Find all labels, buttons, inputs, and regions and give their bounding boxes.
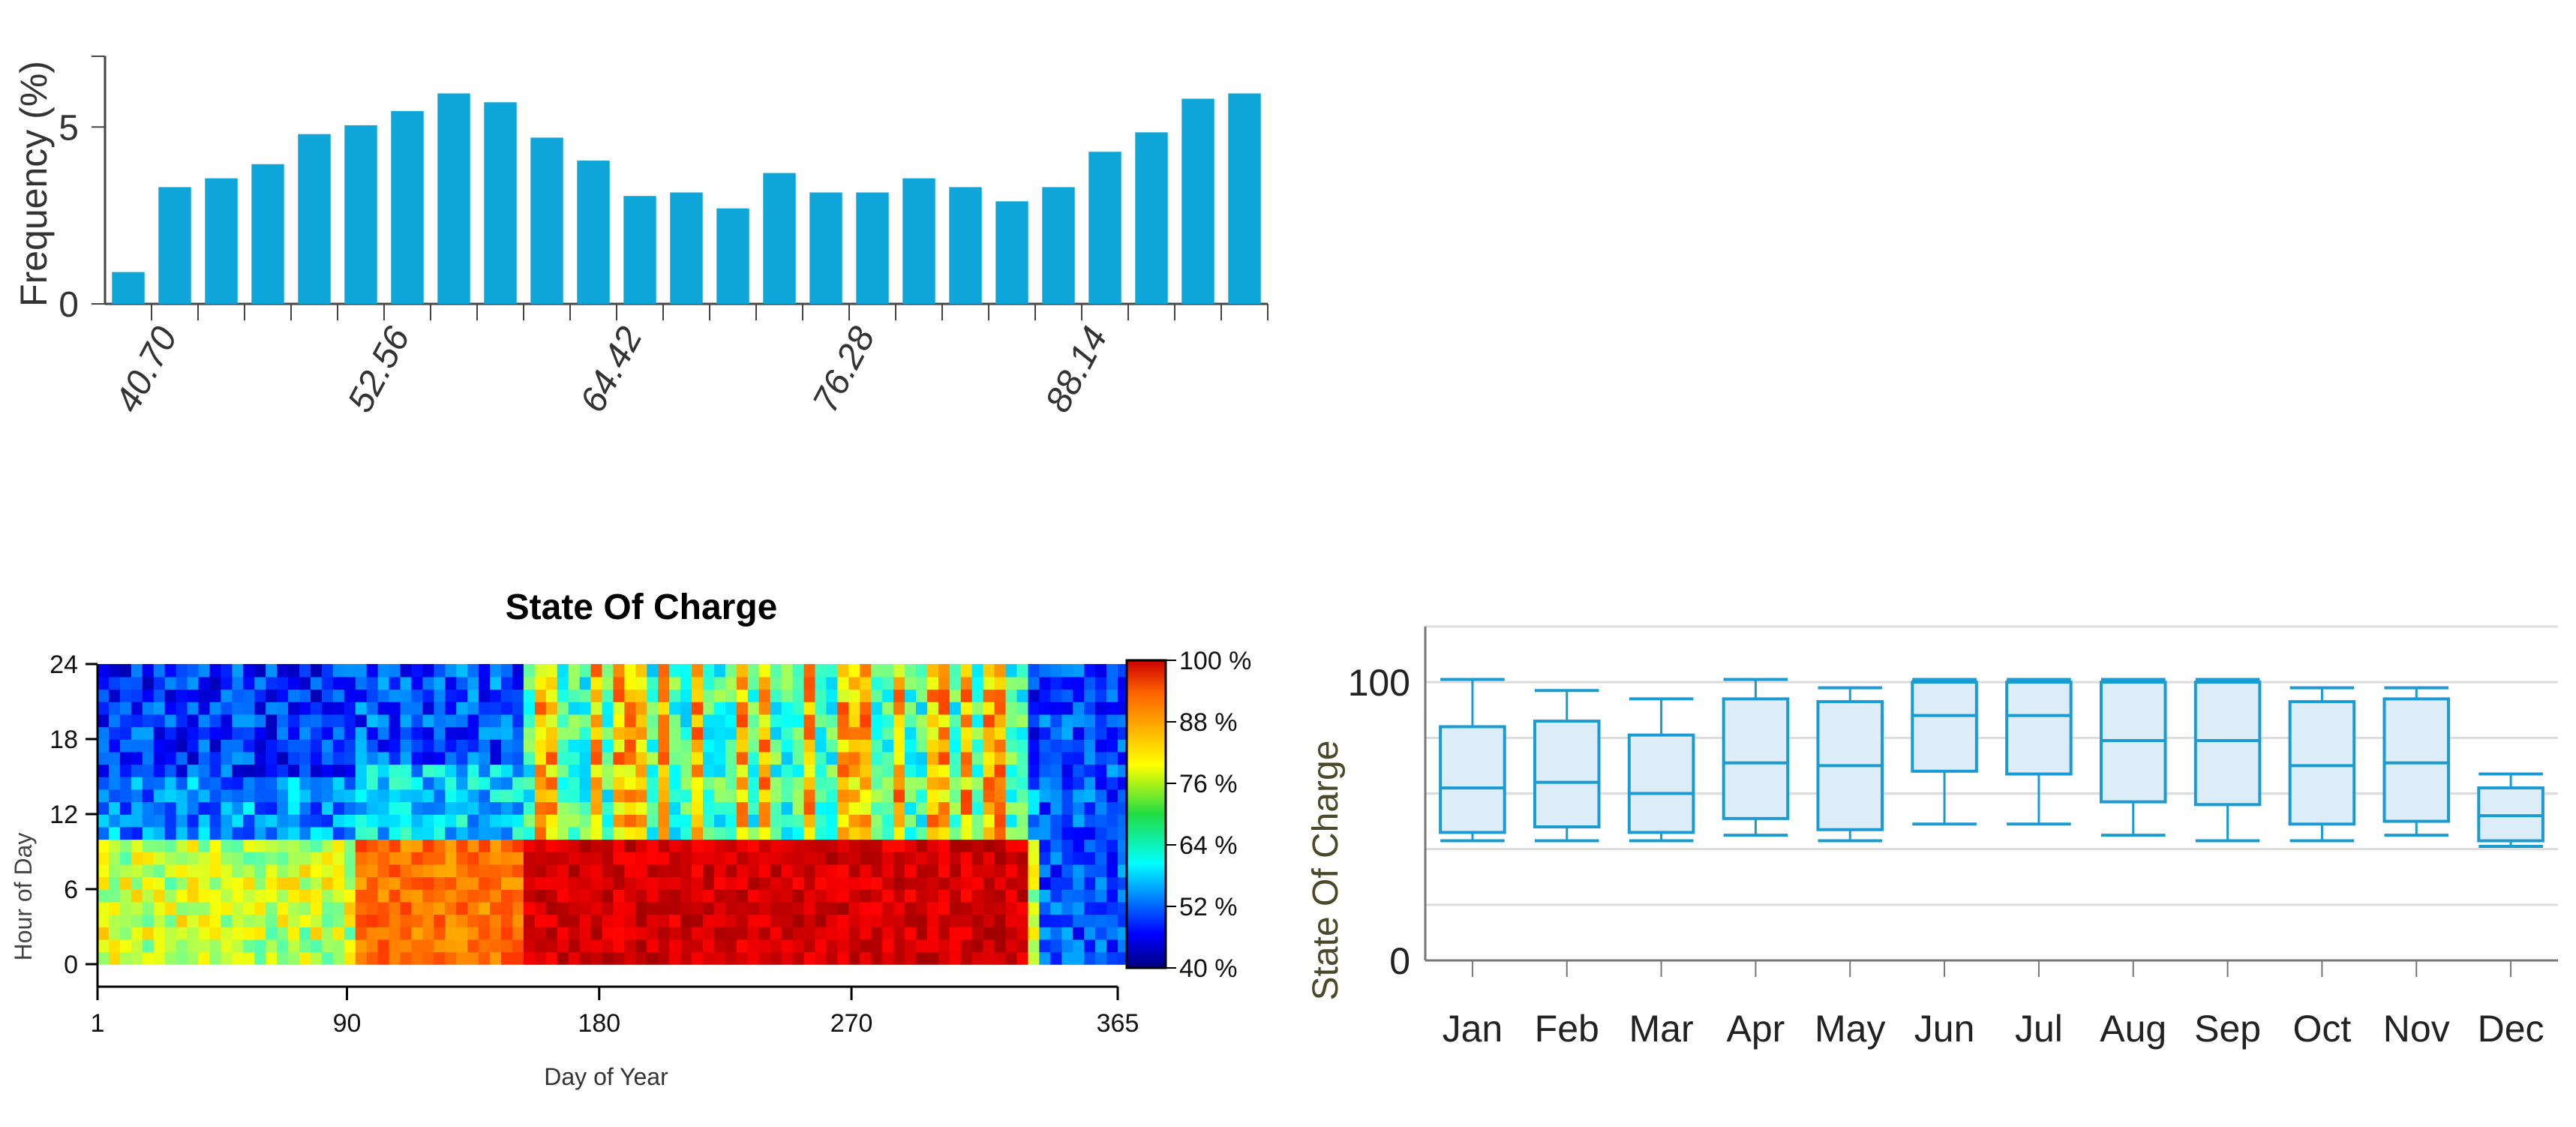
histogram-bar <box>623 196 656 304</box>
histogram-bar <box>1228 93 1261 304</box>
boxplot-x-tick-label: Oct <box>2293 1008 2352 1050</box>
heatmap-cells <box>98 664 1130 965</box>
histogram-bar <box>437 93 470 304</box>
boxplot-x-tick-label: Nov <box>2383 1008 2450 1050</box>
colorbar-tick-label: 76 % <box>1179 770 1238 798</box>
histogram-bar <box>577 161 610 304</box>
histogram-x-tick-label: 52.56 <box>341 320 418 419</box>
histogram-bar <box>1135 132 1168 304</box>
box-jan <box>1439 678 1506 843</box>
histogram-bar <box>484 102 517 305</box>
colorbar-tick-label: 64 % <box>1179 831 1238 860</box>
heatmap-x-tick-label: 180 <box>578 1009 620 1038</box>
box-may <box>1816 686 1884 843</box>
histogram-y-axis-label: Frequency (%) <box>13 61 55 307</box>
boxplot-x-tick-label: Dec <box>2478 1008 2544 1050</box>
heatmap-x-tick-label: 270 <box>830 1009 873 1038</box>
histogram-x-tick-label: 64.42 <box>573 320 650 419</box>
box-jul <box>2005 678 2073 826</box>
colorbar-tick-label: 100 % <box>1179 647 1251 675</box>
boxplot-x-tick-label: Sep <box>2194 1008 2261 1050</box>
histogram-bar <box>949 187 982 304</box>
heatmap-y-tick-label: 6 <box>64 876 78 904</box>
box-nov <box>2382 686 2451 837</box>
histogram-bar <box>809 192 842 304</box>
histogram-bar <box>902 178 935 304</box>
histogram-bar <box>530 137 563 304</box>
histogram-bar <box>298 134 331 304</box>
box-aug <box>2099 678 2167 837</box>
heatmap-y-axis-label: Hour of Day <box>10 833 37 961</box>
box-apr <box>1722 678 1790 837</box>
histogram-bar <box>1181 98 1214 305</box>
histogram-bar <box>344 125 377 304</box>
boxplot-x-tick-label: Jan <box>1443 1008 1503 1050</box>
boxplot-panel: State Of Charge Jan Feb Mar Apr May Jun Jul Aug… <box>1305 570 2576 1123</box>
box-body <box>1627 733 1695 834</box>
boxplot-x-tick-label: Mar <box>1629 1008 1694 1050</box>
heatmap-x-tick-label: 1 <box>91 1009 105 1038</box>
colorbar-tick-label: 52 % <box>1179 893 1238 921</box>
boxplot-x-tick-label: May <box>1815 1008 1885 1050</box>
heatmap-y-tick-label: 18 <box>50 726 78 754</box>
box-body <box>1911 681 1978 773</box>
histogram-bar <box>158 187 191 304</box>
histogram-bar <box>995 201 1028 304</box>
colorbar <box>1125 659 1167 969</box>
colorbar-tick-label: 40 % <box>1179 954 1238 983</box>
histogram-bar <box>391 111 424 305</box>
heatmap-y-tick-label: 0 <box>64 951 78 979</box>
heatmap-x-tick-label: 90 <box>333 1009 362 1038</box>
histogram-x-tick-label: 40.70 <box>108 320 185 419</box>
box-body <box>2005 681 2073 776</box>
histogram-bar <box>716 208 749 304</box>
heatmap-y-tick-label: 12 <box>50 801 78 829</box>
box-body <box>2288 700 2356 826</box>
histogram-bar <box>205 178 238 304</box>
heatmap-x-tick-label: 365 <box>1097 1009 1139 1038</box>
histogram-chart: Frequency (%) 40.70 52.56 64.42 76.28 88.14 … <box>13 56 1268 419</box>
histogram-bar <box>251 164 284 304</box>
histogram-bar <box>1042 187 1075 304</box>
histogram-y-tick-label: 0 <box>59 285 79 325</box>
box-body <box>1533 720 1601 828</box>
boxplot-x-tick-label: Feb <box>1535 1008 1599 1050</box>
boxplot-y-tick-label: 0 <box>1389 940 1410 982</box>
heatmap-y-tick-label: 24 <box>50 651 78 679</box>
boxplot-chart: State Of Charge Jan Feb Mar Apr May Jun Jul Aug… <box>1306 625 2558 1050</box>
colorbar-tick-label: 88 % <box>1179 708 1238 737</box>
box-dec <box>2477 772 2544 848</box>
heatmap-title: State Of Charge <box>506 588 778 627</box>
histogram-bar <box>112 272 145 304</box>
boxplot-x-tick-label: Apr <box>1727 1008 1785 1050</box>
boxplot-y-axis-label: State Of Charge <box>1306 741 1346 1001</box>
heatmap-chart: State Of Charge 1 90 180 270 365 0 6 12 18 24 Ho… <box>10 588 1251 1090</box>
boxplot-x-tick-label: Aug <box>2100 1008 2166 1050</box>
histogram-bar <box>670 192 703 304</box>
box-feb <box>1533 689 1601 843</box>
box-jun <box>1911 678 1978 826</box>
box-body <box>2382 697 2451 823</box>
heatmap-x-axis-label: Day of Year <box>544 1063 668 1090</box>
boxplot-y-tick-label: 100 <box>1348 662 1410 704</box>
box-body <box>2193 681 2262 807</box>
histogram-y-tick-label: 5 <box>59 108 79 148</box>
box-sep <box>2193 678 2262 843</box>
box-body <box>1722 697 1790 820</box>
heatmap-panel: State Of Charge 1 90 180 270 365 0 6 12 18 24 Ho… <box>0 570 1305 1123</box>
histogram-bar <box>763 173 796 304</box>
histogram-bar <box>856 192 889 304</box>
histogram-x-tick-label: 76.28 <box>806 320 883 419</box>
box-oct <box>2288 686 2356 843</box>
histogram-panel: Frequency (%) 40.70 52.56 64.42 76.28 88.14 … <box>0 0 1305 525</box>
histogram-bar <box>1088 152 1121 304</box>
boxplot-x-tick-label: Jul <box>2015 1008 2063 1050</box>
boxplot-x-tick-label: Jun <box>1914 1008 1975 1050</box>
box-body <box>1439 725 1506 834</box>
histogram-x-tick-label: 88.14 <box>1038 320 1115 419</box>
box-mar <box>1627 697 1695 843</box>
